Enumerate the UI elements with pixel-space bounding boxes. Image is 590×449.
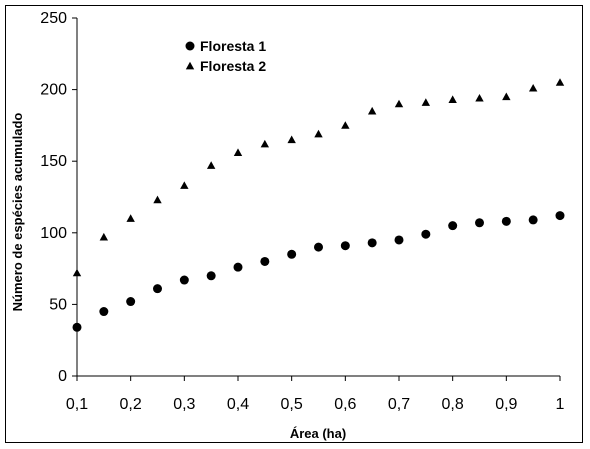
data-point bbox=[448, 95, 457, 103]
y-tick-label: 100 bbox=[40, 225, 67, 242]
data-point bbox=[126, 214, 135, 222]
data-point bbox=[233, 148, 243, 156]
data-point bbox=[528, 83, 538, 92]
data-point bbox=[528, 215, 538, 225]
x-tick-label: 0,9 bbox=[495, 396, 517, 413]
data-point bbox=[72, 322, 82, 332]
y-axis-title: Número de espécies acumulado bbox=[10, 113, 25, 312]
x-tick-label: 0,2 bbox=[120, 396, 142, 413]
data-point bbox=[180, 181, 189, 189]
data-point bbox=[340, 241, 350, 251]
data-point bbox=[99, 232, 109, 241]
data-point bbox=[99, 307, 109, 317]
x-axis-title: Área (ha) bbox=[290, 426, 346, 441]
data-point bbox=[153, 284, 162, 294]
x-tick-label: 0,8 bbox=[442, 396, 464, 413]
data-point bbox=[502, 92, 511, 101]
data-point bbox=[394, 235, 404, 245]
data-point bbox=[421, 229, 431, 239]
ticks: 0 50 100 150 200 250 0,1 0,2 0,3 0,4 0,5 0,6 0,7 0,8 0… bbox=[40, 10, 564, 413]
data-point bbox=[233, 262, 243, 272]
data-point bbox=[394, 99, 404, 108]
x-tick-label: 1 bbox=[556, 396, 565, 413]
legend-label: Floresta 2 bbox=[200, 58, 266, 74]
x-tick-label: 0,1 bbox=[66, 396, 88, 413]
legend-item: Floresta 1 bbox=[185, 38, 266, 54]
data-marks bbox=[72, 78, 565, 332]
data-point bbox=[501, 216, 511, 226]
y-tick-label: 200 bbox=[40, 82, 67, 99]
x-tick-label: 0,6 bbox=[334, 396, 356, 413]
data-point bbox=[206, 161, 216, 169]
series-floresta-1 bbox=[72, 211, 565, 332]
data-point bbox=[367, 238, 377, 248]
x-tick-label: 0,3 bbox=[173, 396, 195, 413]
series-floresta-2 bbox=[72, 78, 565, 277]
chart-frame bbox=[5, 5, 583, 443]
legend-marker-triangle bbox=[185, 61, 195, 70]
y-tick-label: 150 bbox=[40, 153, 67, 170]
legend-label: Floresta 1 bbox=[200, 38, 266, 54]
x-tick-label: 0,7 bbox=[388, 396, 410, 413]
y-tick-label: 0 bbox=[58, 368, 67, 385]
y-tick-label: 250 bbox=[40, 10, 67, 27]
data-point bbox=[179, 275, 189, 285]
data-point bbox=[367, 106, 377, 115]
data-point bbox=[555, 78, 565, 86]
data-point bbox=[314, 242, 323, 252]
data-point bbox=[475, 218, 484, 228]
data-point bbox=[287, 249, 297, 259]
data-point bbox=[72, 268, 82, 277]
data-point bbox=[448, 221, 458, 231]
data-point bbox=[475, 93, 484, 102]
data-point bbox=[555, 211, 565, 221]
data-point bbox=[421, 98, 431, 106]
data-point bbox=[287, 135, 296, 144]
data-point bbox=[153, 195, 162, 204]
data-point bbox=[206, 271, 216, 281]
data-point bbox=[341, 121, 350, 129]
legend: Floresta 1 Floresta 2 bbox=[185, 38, 266, 74]
legend-item: Floresta 2 bbox=[185, 58, 266, 74]
data-point bbox=[260, 256, 270, 266]
axes bbox=[76, 18, 560, 377]
data-point bbox=[260, 139, 270, 148]
data-point bbox=[314, 129, 323, 138]
legend-marker-circle bbox=[185, 41, 195, 51]
y-tick-label: 50 bbox=[49, 296, 67, 313]
data-point bbox=[126, 297, 136, 307]
x-tick-label: 0,5 bbox=[281, 396, 303, 413]
x-tick-label: 0,4 bbox=[227, 396, 249, 413]
